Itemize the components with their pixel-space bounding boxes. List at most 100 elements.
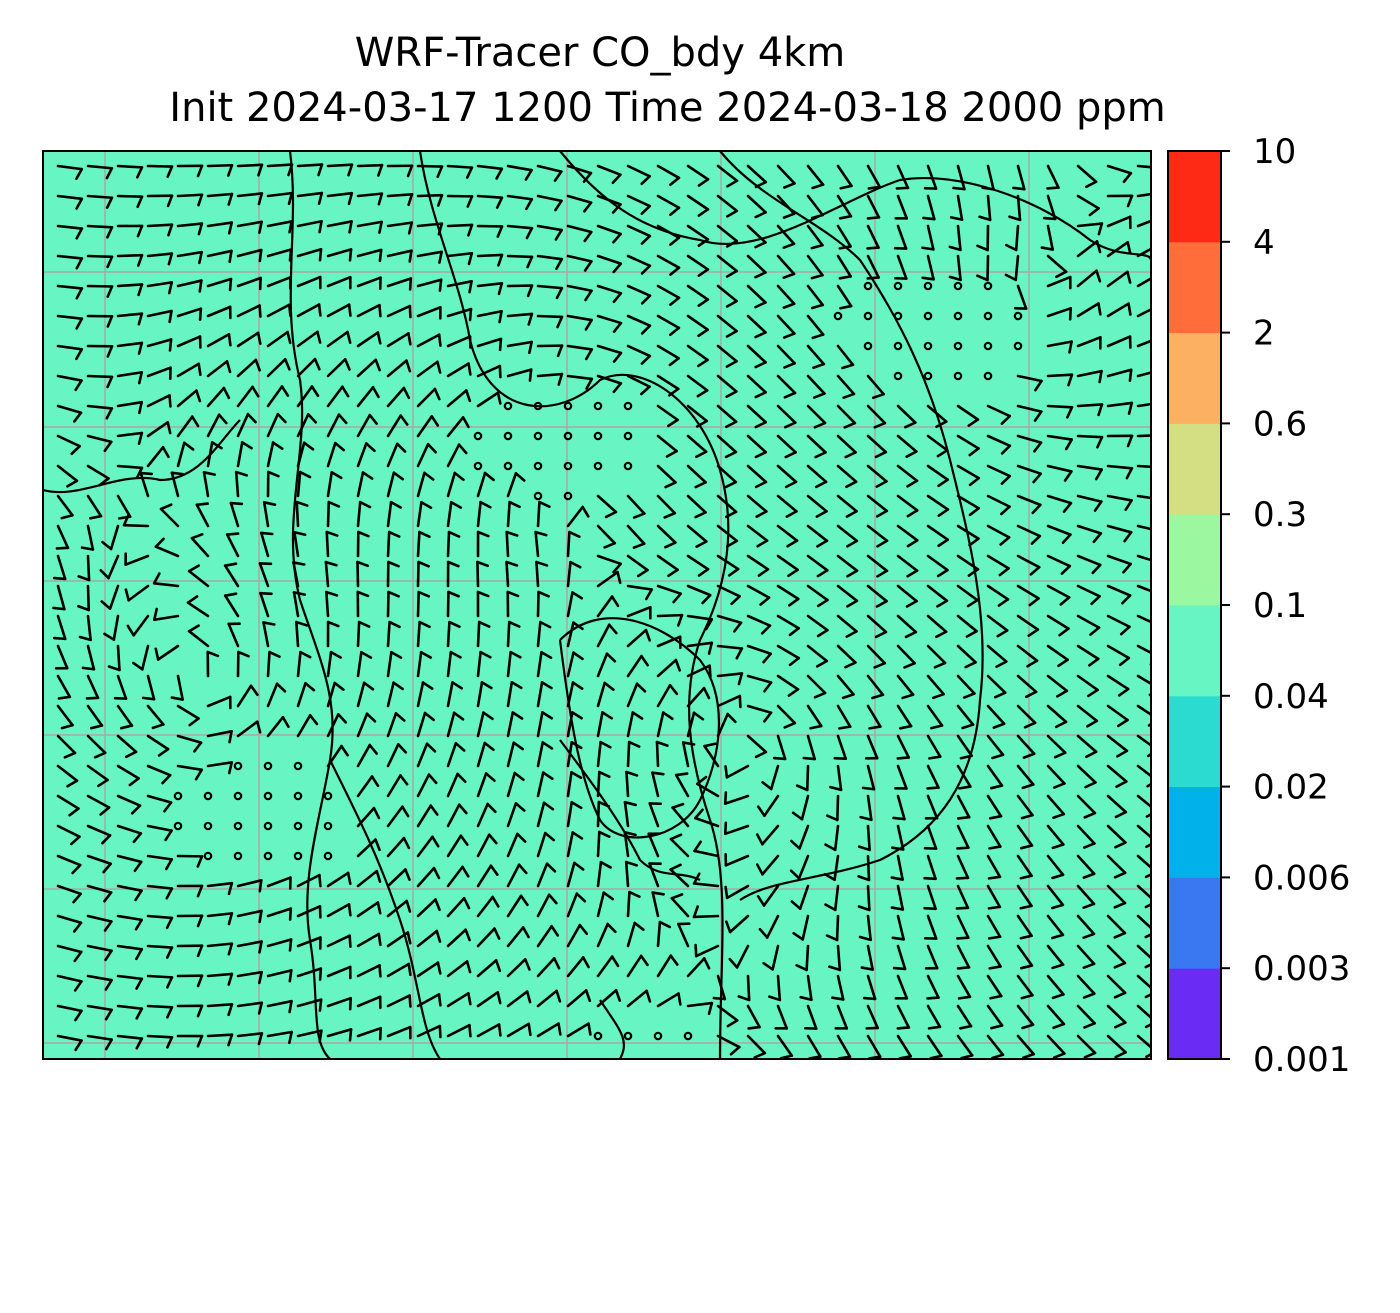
wind-barb: [596, 988, 622, 1008]
wind-barb: [596, 164, 622, 185]
wind-barb: [536, 254, 564, 271]
wind-barb: [116, 464, 144, 480]
wind-barb: [1076, 644, 1100, 667]
wind-barb: [206, 972, 234, 986]
wind-barb: [206, 221, 234, 235]
wind-barb: [293, 530, 307, 558]
wind-barb: [956, 1034, 974, 1059]
wind-barb: [206, 305, 232, 320]
wind-barb: [1136, 402, 1151, 408]
wind-barb: [236, 1032, 264, 1046]
wind-barb: [956, 584, 979, 608]
wind-barb: [326, 191, 354, 206]
wind-barb: [176, 974, 204, 988]
wind-barb: [860, 944, 874, 971]
colorbar-tick-label: 4: [1253, 223, 1275, 263]
wind-barb-calm: [263, 821, 273, 831]
wind-barb: [656, 954, 679, 978]
wind-barb: [296, 441, 315, 468]
wind-barb: [356, 385, 380, 408]
wind-barb: [476, 864, 499, 888]
wind-barb: [892, 794, 906, 821]
wind-barb: [956, 464, 981, 487]
coastline-gulf: [329, 759, 441, 1059]
wind-barb-calm: [983, 281, 993, 291]
wind-barb: [1106, 434, 1134, 448]
wind-barb: [824, 824, 840, 852]
wind-barb: [536, 284, 564, 300]
wind-barb: [656, 711, 674, 738]
wind-barb: [566, 740, 583, 768]
wind-barb: [154, 644, 180, 661]
wind-barb-calm: [533, 401, 543, 411]
wind-barb: [356, 248, 383, 263]
wind-barb: [296, 1029, 323, 1043]
wind-barb-calm: [1013, 341, 1023, 351]
wind-barb: [356, 620, 371, 648]
wind-barb: [416, 929, 442, 948]
wind-barb: [1106, 494, 1133, 512]
wind-barb: [986, 764, 1004, 790]
wind-barb: [416, 333, 442, 348]
wind-barb: [716, 404, 738, 429]
wind-barb: [56, 494, 74, 520]
wind-barb: [758, 914, 780, 939]
wind-barb: [836, 344, 855, 370]
wind-barb: [56, 374, 83, 392]
wind-barb: [803, 1004, 818, 1030]
wind-barb: [926, 704, 944, 730]
wind-barb: [866, 224, 880, 250]
wind-barb: [716, 584, 741, 606]
wind-barb: [266, 999, 293, 1014]
wind-barb: [146, 734, 170, 757]
wind-barb: [536, 831, 556, 858]
wind-barb: [356, 331, 382, 348]
wind-barb: [536, 650, 553, 678]
wind-barb: [1076, 164, 1098, 189]
wind-barb: [1046, 974, 1065, 1000]
wind-barb: [146, 281, 174, 295]
wind-barb: [746, 704, 773, 723]
wind-barb: [506, 990, 532, 1008]
wind-barb: [1016, 464, 1043, 484]
wind-barb: [776, 404, 797, 429]
wind-barb: [56, 974, 83, 992]
wind-barb: [176, 415, 200, 438]
wind-barb: [596, 344, 623, 363]
wind-barb: [566, 651, 584, 678]
wind-barb: [386, 414, 409, 438]
wind-barb: [656, 524, 677, 549]
wind-barb: [386, 774, 409, 798]
wind-barb: [176, 944, 204, 958]
wind-barb: [795, 944, 810, 972]
wind-barb: [892, 944, 907, 971]
wind-barb: [686, 686, 711, 708]
wind-barb: [895, 164, 910, 190]
wind-barb-calm: [623, 431, 633, 441]
wind-barb: [86, 824, 112, 845]
wind-barb: [80, 524, 95, 551]
wind-barb: [476, 802, 497, 828]
wind-barb: [446, 416, 470, 438]
wind-barb: [536, 372, 564, 386]
wind-barb: [1106, 734, 1129, 758]
wind-barb: [716, 164, 739, 188]
wind-barb: [656, 284, 681, 306]
wind-barb: [890, 854, 904, 881]
wind-barb: [626, 374, 651, 396]
wind-barb: [506, 958, 531, 978]
wind-barb: [626, 194, 652, 215]
wind-barb: [56, 404, 83, 423]
wind-barb: [806, 284, 825, 310]
colorbar-segment: [1168, 968, 1221, 1060]
wind-barb: [1106, 1034, 1127, 1059]
wind-barb: [866, 704, 882, 730]
wind-barb: [956, 734, 973, 760]
wind-barb: [86, 254, 114, 269]
wind-barb: [386, 304, 412, 319]
wind-barb: [416, 961, 442, 978]
colorbar-tick-label: 0.02: [1253, 768, 1329, 808]
wind-barb: [152, 607, 180, 622]
wind-barb: [1106, 215, 1132, 230]
wind-barb: [806, 494, 828, 518]
